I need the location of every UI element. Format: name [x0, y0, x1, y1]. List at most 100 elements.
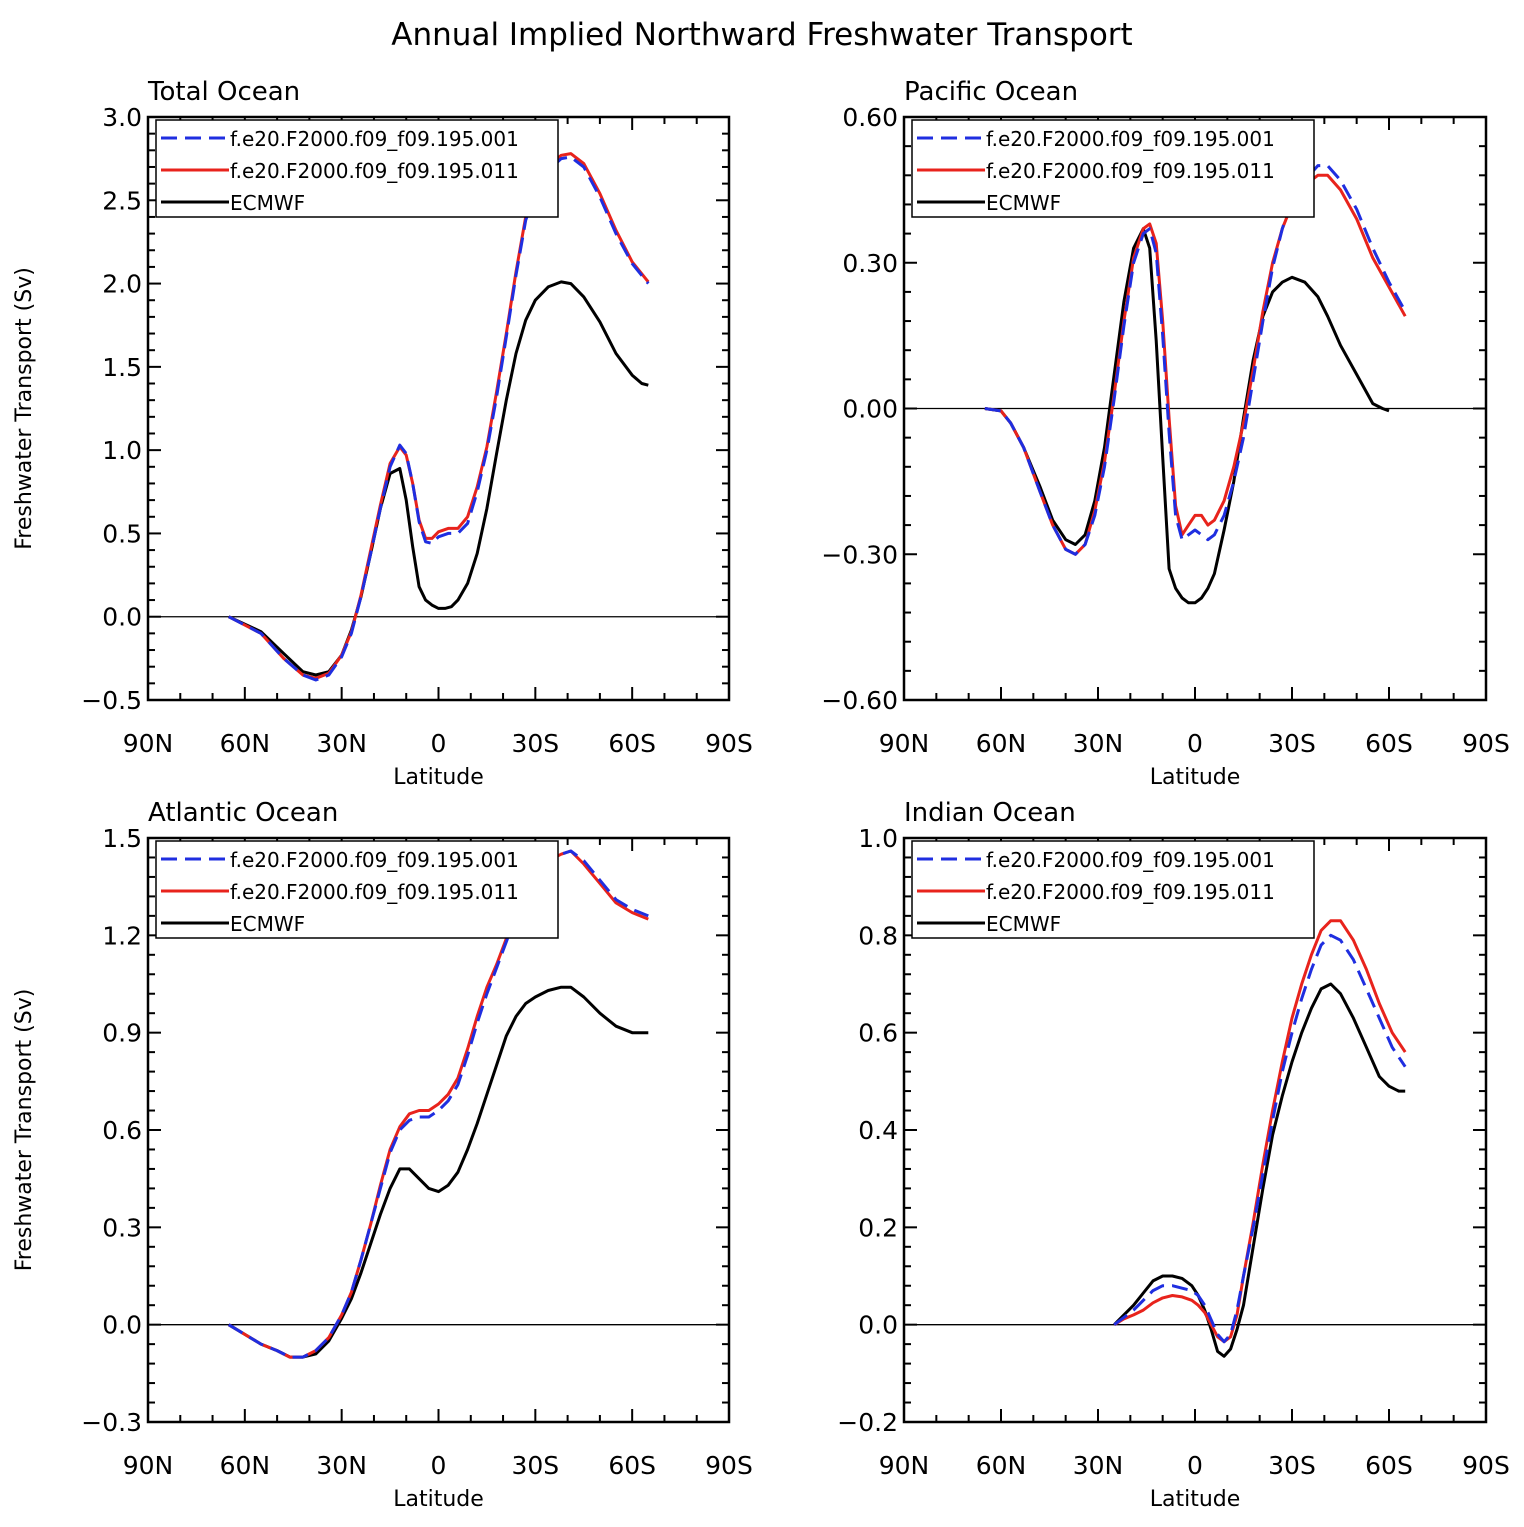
- x-tick-label: 30N: [1073, 1451, 1124, 1480]
- legend-label: f.e20.F2000.f09_f09.195.011: [230, 880, 519, 904]
- legend: f.e20.F2000.f09_f09.195.001 f.e20.F2000.f…: [155, 119, 559, 218]
- y-tick-label: 0.5: [102, 519, 142, 548]
- series-line-0: [227, 849, 649, 1359]
- y-tick-label: 0.00: [842, 395, 898, 424]
- y-tick-label: 1.5: [102, 824, 142, 853]
- legend-label: ECMWF: [986, 912, 1061, 936]
- figure-title: Annual Implied Northward Freshwater Tran…: [391, 17, 1132, 53]
- x-tick-label: 0: [431, 1451, 447, 1480]
- series-line-2: [984, 227, 1390, 605]
- x-tick-label: 90N: [879, 1451, 930, 1480]
- series-line-0: [984, 164, 1407, 556]
- x-tick-label: 0: [1187, 1451, 1203, 1480]
- y-tick-label: 0.60: [842, 103, 898, 132]
- plot-frame: [902, 115, 1488, 702]
- x-axis-label: Latitude: [1150, 765, 1241, 790]
- legend-label: f.e20.F2000.f09_f09.195.001: [986, 848, 1275, 872]
- x-axis-label: Latitude: [393, 1487, 484, 1512]
- y-tick-label: 0.3: [102, 1213, 142, 1242]
- y-tick-label: 0.30: [842, 249, 898, 278]
- y-tick-label: 1.2: [102, 921, 142, 950]
- x-tick-label: 60S: [1365, 1451, 1413, 1480]
- series-line-1: [984, 173, 1407, 556]
- x-tick-label: 90S: [1462, 1451, 1510, 1480]
- series-line-1: [228, 152, 650, 680]
- chart-panel-2: Atlantic Ocean 90N 60N 30N 0 30S 60S 90S −0.3 0.0…: [12, 798, 753, 1512]
- y-tick-label: 2.0: [102, 270, 142, 299]
- x-tick-label: 60S: [1365, 729, 1413, 758]
- legend-label: ECMWF: [986, 191, 1061, 215]
- x-tick-label: 90S: [1462, 729, 1510, 758]
- x-axis-label: Latitude: [393, 765, 484, 790]
- x-tick-label: 30N: [1073, 729, 1124, 758]
- legend: f.e20.F2000.f09_f09.195.001 f.e20.F2000.f…: [911, 119, 1315, 218]
- y-tick-label: 3.0: [102, 103, 142, 132]
- plot-frame: [902, 836, 1488, 1424]
- y-tick-label: −0.30: [821, 540, 898, 569]
- x-tick-label: 60N: [976, 729, 1027, 758]
- y-tick-label: 0.8: [858, 921, 898, 950]
- y-tick-label: −0.60: [821, 686, 898, 715]
- x-tick-label: 60N: [976, 1451, 1027, 1480]
- y-tick-label: 0.9: [102, 1019, 142, 1048]
- legend-label: f.e20.F2000.f09_f09.195.011: [986, 880, 1275, 904]
- y-tick-label: 0.6: [102, 1116, 142, 1145]
- x-tick-label: 60S: [608, 1451, 656, 1480]
- series-line-0: [228, 155, 650, 682]
- y-tick-label: 1.5: [102, 353, 142, 382]
- chart-panels: Total Ocean 90N 60N 30N 0 30S 60S 90S −0.5 0.0 0.5…: [12, 77, 1510, 1512]
- chart-panel-1: Pacific Ocean 90N 60N 30N 0 30S 60S 90S −0.60 −0.…: [821, 77, 1509, 790]
- y-tick-label: 0.0: [858, 1311, 898, 1340]
- x-tick-label: 30N: [316, 729, 367, 758]
- x-tick-label: 60S: [608, 729, 656, 758]
- chart-panel-0: Total Ocean 90N 60N 30N 0 30S 60S 90S −0.5 0.0 0.5…: [12, 77, 753, 790]
- series-line-0: [1113, 933, 1407, 1344]
- legend-label: f.e20.F2000.f09_f09.195.001: [986, 127, 1275, 151]
- x-tick-label: 60N: [220, 1451, 271, 1480]
- x-tick-label: 90N: [123, 1451, 174, 1480]
- x-tick-label: 60N: [220, 729, 271, 758]
- x-axis-label: Latitude: [1150, 1487, 1241, 1512]
- y-tick-label: 0.4: [858, 1116, 898, 1145]
- y-tick-label: 0.0: [102, 1311, 142, 1340]
- legend-label: ECMWF: [230, 191, 305, 215]
- x-tick-label: 90S: [705, 729, 753, 758]
- x-tick-label: 90N: [123, 729, 174, 758]
- x-tick-label: 0: [431, 729, 447, 758]
- legend-label: f.e20.F2000.f09_f09.195.011: [230, 159, 519, 183]
- plot-frame: [146, 115, 731, 702]
- x-tick-label: 0: [1187, 729, 1203, 758]
- plot-frame: [146, 836, 731, 1424]
- series-line-2: [228, 280, 649, 677]
- x-tick-label: 90N: [879, 729, 930, 758]
- y-tick-label: 1.0: [102, 436, 142, 465]
- x-tick-label: 30S: [1268, 1451, 1316, 1480]
- panel-title: Total Ocean: [147, 77, 300, 107]
- legend: f.e20.F2000.f09_f09.195.001 f.e20.F2000.f…: [911, 840, 1315, 939]
- x-tick-label: 30S: [511, 729, 559, 758]
- panel-title: Pacific Ocean: [904, 77, 1078, 107]
- y-tick-label: 0.6: [858, 1019, 898, 1048]
- legend-label: f.e20.F2000.f09_f09.195.001: [230, 127, 519, 151]
- y-axis-label: Freshwater Transport (Sv): [12, 267, 37, 550]
- y-tick-label: −0.2: [837, 1408, 898, 1437]
- legend-label: f.e20.F2000.f09_f09.195.011: [986, 159, 1275, 183]
- y-tick-label: 2.5: [102, 186, 142, 215]
- panel-title: Indian Ocean: [904, 798, 1076, 828]
- x-tick-label: 30N: [316, 1451, 367, 1480]
- legend-label: f.e20.F2000.f09_f09.195.001: [230, 848, 519, 872]
- x-tick-label: 30S: [1268, 729, 1316, 758]
- y-tick-label: 0.0: [102, 603, 142, 632]
- y-tick-label: −0.5: [81, 686, 142, 715]
- y-tick-label: −0.3: [81, 1408, 142, 1437]
- panel-title: Atlantic Ocean: [148, 798, 338, 828]
- x-tick-label: 90S: [705, 1451, 753, 1480]
- series-line-2: [1113, 982, 1406, 1358]
- x-tick-label: 30S: [511, 1451, 559, 1480]
- chart-panel-3: Indian Ocean 90N 60N 30N 0 30S 60S 90S −0.2 0.0 0.…: [837, 798, 1510, 1512]
- series-line-2: [227, 985, 649, 1359]
- y-tick-label: 0.2: [858, 1213, 898, 1242]
- y-tick-label: 1.0: [858, 824, 898, 853]
- legend-label: ECMWF: [230, 912, 305, 936]
